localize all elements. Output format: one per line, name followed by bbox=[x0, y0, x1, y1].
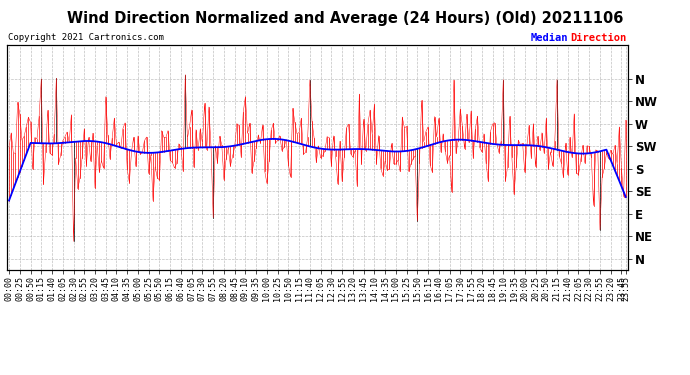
Text: Copyright 2021 Cartronics.com: Copyright 2021 Cartronics.com bbox=[8, 33, 164, 42]
Text: Median: Median bbox=[530, 33, 568, 43]
Text: Wind Direction Normalized and Average (24 Hours) (Old) 20211106: Wind Direction Normalized and Average (2… bbox=[67, 11, 623, 26]
Text: Direction: Direction bbox=[571, 33, 627, 43]
